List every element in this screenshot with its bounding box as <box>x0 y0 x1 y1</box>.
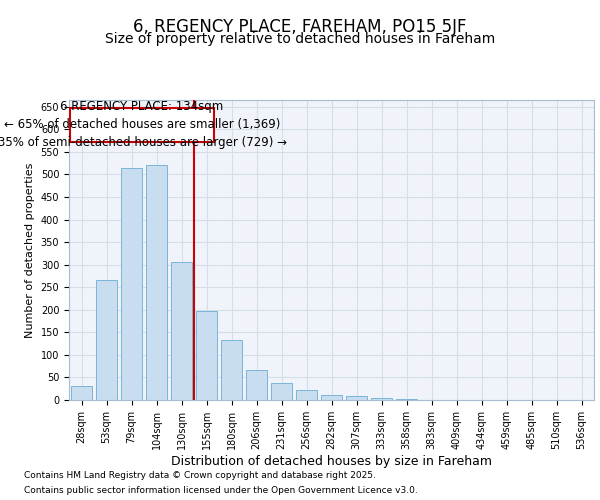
Bar <box>396 399 417 400</box>
Bar <box>346 396 367 400</box>
Bar <box>271 383 292 400</box>
Text: Contains public sector information licensed under the Open Government Licence v3: Contains public sector information licen… <box>24 486 418 495</box>
X-axis label: Distribution of detached houses by size in Fareham: Distribution of detached houses by size … <box>171 454 492 468</box>
Bar <box>71 386 92 400</box>
Text: 6, REGENCY PLACE, FAREHAM, PO15 5JF: 6, REGENCY PLACE, FAREHAM, PO15 5JF <box>133 18 467 36</box>
Y-axis label: Number of detached properties: Number of detached properties <box>25 162 35 338</box>
Bar <box>321 394 342 400</box>
Bar <box>246 370 267 400</box>
Bar <box>121 168 142 400</box>
Bar <box>70 108 214 142</box>
Text: Contains HM Land Registry data © Crown copyright and database right 2025.: Contains HM Land Registry data © Crown c… <box>24 471 376 480</box>
Bar <box>221 340 242 400</box>
Bar <box>96 280 117 400</box>
Bar <box>171 262 192 400</box>
Bar <box>146 166 167 400</box>
Bar <box>371 398 392 400</box>
Text: Size of property relative to detached houses in Fareham: Size of property relative to detached ho… <box>105 32 495 46</box>
Text: 6 REGENCY PLACE: 134sqm
← 65% of detached houses are smaller (1,369)
35% of semi: 6 REGENCY PLACE: 134sqm ← 65% of detache… <box>0 100 287 150</box>
Bar <box>196 310 217 400</box>
Bar <box>296 390 317 400</box>
